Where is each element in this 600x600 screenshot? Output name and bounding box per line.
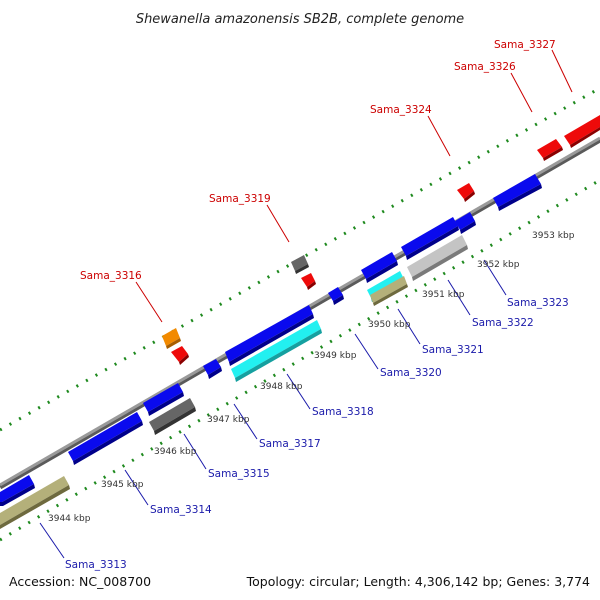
feature-sama-3323-small[interactable] bbox=[455, 212, 476, 234]
feature-sama-3318[interactable] bbox=[225, 305, 314, 366]
gene-label-sama-3314[interactable]: Sama_3314 bbox=[150, 504, 212, 516]
feature-sama-3313[interactable] bbox=[0, 475, 35, 506]
feature-sama-3327[interactable] bbox=[564, 115, 600, 148]
feature-sama-3317[interactable] bbox=[203, 359, 222, 379]
map-title: Shewanella amazonensis SB2B, complete ge… bbox=[136, 12, 464, 27]
kbp-label: 3945 kbp bbox=[101, 480, 144, 490]
gene-label-sama-3324[interactable]: Sama_3324 bbox=[370, 104, 432, 116]
gene-label-sama-3321[interactable]: Sama_3321 bbox=[422, 344, 484, 356]
gene-label-sama-3320[interactable]: Sama_3320 bbox=[380, 367, 442, 379]
kbp-label: 3951 kbp bbox=[422, 290, 465, 300]
feature-sama-3320[interactable] bbox=[328, 287, 344, 305]
gene-label-sama-3326[interactable]: Sama_3326 bbox=[454, 61, 516, 73]
feature-gray-minus[interactable] bbox=[149, 398, 196, 435]
feature-sama-3316[interactable] bbox=[171, 346, 189, 365]
kbp-label: 3949 kbp bbox=[314, 351, 357, 361]
gene-label-sama-3323[interactable]: Sama_3323 bbox=[507, 297, 569, 309]
feature-sama-3319[interactable] bbox=[301, 273, 316, 290]
leader-sama-3314 bbox=[124, 469, 149, 506]
kbp-label: 3952 kbp bbox=[477, 260, 520, 270]
leader-sama-3313 bbox=[39, 522, 65, 559]
leader-sama-3327 bbox=[551, 49, 573, 93]
leader-sama-3323 bbox=[483, 259, 507, 296]
feature-sama-3321[interactable] bbox=[361, 252, 398, 283]
feature-olive-b[interactable] bbox=[370, 276, 408, 306]
feature-sama-3323[interactable] bbox=[493, 174, 542, 211]
leader-sama-3316 bbox=[135, 281, 163, 323]
kbp-label: 3948 kbp bbox=[260, 382, 303, 392]
accession-text: Accession: NC_008700 bbox=[9, 574, 152, 589]
leader-sama-3324 bbox=[427, 115, 451, 157]
leader-sama-3321 bbox=[397, 308, 421, 345]
leader-sama-3315 bbox=[183, 433, 207, 470]
leader-sama-3326 bbox=[510, 72, 533, 113]
leader-sama-3320 bbox=[354, 333, 379, 370]
leader-sama-3317 bbox=[233, 403, 258, 440]
gene-label-sama-3313[interactable]: Sama_3313 bbox=[65, 559, 127, 571]
feature-olive-a[interactable] bbox=[0, 476, 70, 529]
gene-label-sama-3317[interactable]: Sama_3317 bbox=[259, 438, 321, 450]
feature-sama-3314[interactable] bbox=[68, 412, 143, 465]
feature-cyan-a[interactable] bbox=[231, 320, 322, 382]
kbp-label: 3947 kbp bbox=[207, 415, 250, 425]
kbp-label: 3950 kbp bbox=[368, 320, 411, 330]
leader-sama-3319 bbox=[266, 204, 290, 243]
feature-sama-3324[interactable] bbox=[457, 183, 475, 202]
feature-sama-3322[interactable] bbox=[401, 217, 459, 260]
kbp-label: 3953 kbp bbox=[532, 231, 575, 241]
feature-sama-3315[interactable] bbox=[143, 383, 184, 416]
gene-label-sama-3322[interactable]: Sama_3322 bbox=[472, 317, 534, 329]
feature-silver[interactable] bbox=[407, 235, 468, 281]
gene-label-sama-3316[interactable]: Sama_3316 bbox=[80, 270, 142, 282]
kbp-label: 3944 kbp bbox=[48, 514, 91, 524]
inner-tick-ring bbox=[0, 178, 600, 542]
feature-sama-3326[interactable] bbox=[537, 139, 563, 161]
feature-orange[interactable] bbox=[162, 328, 181, 349]
gene-label-sama-3327[interactable]: Sama_3327 bbox=[494, 39, 556, 51]
feature-gray-plus[interactable] bbox=[291, 255, 309, 274]
kbp-label: 3946 kbp bbox=[154, 447, 197, 457]
gene-label-sama-3318[interactable]: Sama_3318 bbox=[312, 406, 374, 418]
genome-summary-text: Topology: circular; Length: 4,306,142 bp… bbox=[246, 574, 590, 589]
gene-label-sama-3315[interactable]: Sama_3315 bbox=[208, 468, 270, 480]
gene-label-sama-3319[interactable]: Sama_3319 bbox=[209, 193, 271, 205]
leader-sama-3322 bbox=[447, 279, 471, 316]
leader-sama-3318 bbox=[286, 373, 311, 410]
